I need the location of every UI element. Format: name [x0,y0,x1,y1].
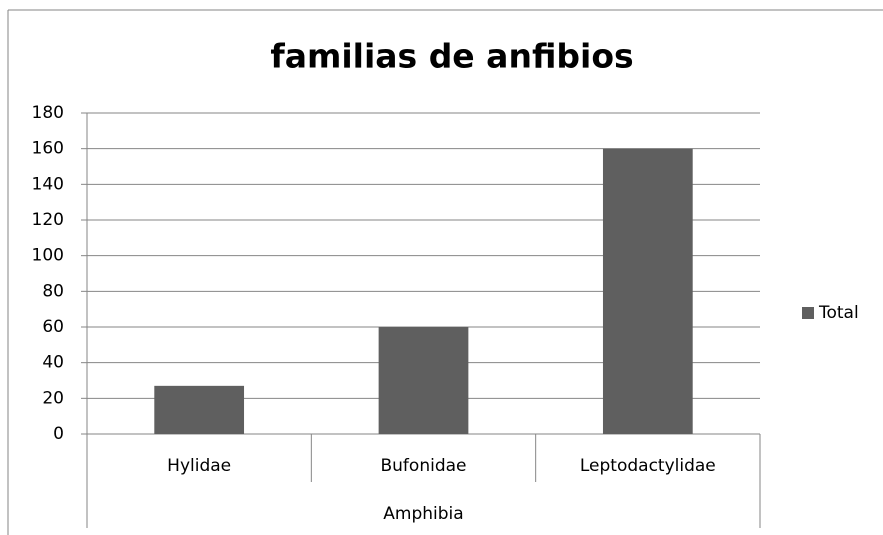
y-tick-label: 100 [32,246,64,266]
legend-label: Total [818,303,859,323]
bar [602,148,693,434]
x-tick-label: Bufonidae [381,456,467,476]
y-tick-label: 140 [32,174,64,194]
y-tick-label: 60 [42,317,64,337]
bar [154,385,245,434]
y-tick-label: 80 [42,281,64,301]
bar [378,327,469,434]
y-tick-label: 40 [42,353,64,373]
y-tick-label: 180 [32,103,64,123]
x-tick-label: Hylidae [167,456,231,476]
y-tick-label: 160 [32,139,64,159]
x-tick-label: Leptodactylidae [580,456,716,476]
y-tick-label: 120 [32,210,64,230]
chart-title: familias de anfibios [270,37,633,76]
y-tick-label: 20 [42,388,64,408]
group-label: Amphibia [383,504,463,524]
legend-swatch [802,307,814,319]
y-tick-label: 0 [53,424,64,444]
